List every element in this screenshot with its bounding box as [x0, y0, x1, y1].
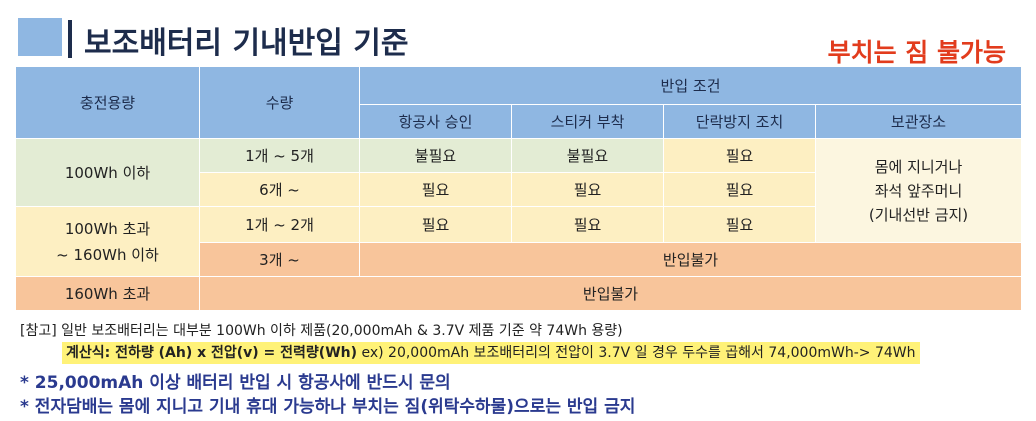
cell-approval: 불필요 — [359, 138, 512, 173]
page-subtitle: 부치는 짐 불가능 — [827, 38, 1006, 67]
cell-quantity: 3개 ~ — [199, 242, 360, 277]
header-conditions: 반입 조건 — [358, 66, 1023, 105]
cell-quantity: 6개 ~ — [199, 172, 360, 207]
cell-sticker: 필요 — [511, 206, 664, 243]
capacity-line-2: ~ 160Wh 이하 — [56, 245, 159, 264]
cell-sticker: 필요 — [511, 172, 664, 207]
header-quantity: 수량 — [199, 66, 360, 139]
capacity-line-1: 100Wh 초과 — [64, 219, 151, 238]
cell-approval: 필요 — [359, 172, 512, 207]
star-note-1: * 25,000mAh 이상 배터리 반입 시 항공사에 반드시 문의 — [20, 373, 451, 393]
header-storage: 보관장소 — [814, 104, 1023, 139]
cell-sticker: 불필요 — [511, 138, 664, 173]
formula-example: ex) 20,000mAh 보조배터리의 전압이 3.7V 일 경우 두수를 곱… — [361, 345, 916, 361]
header-airline-approval: 항공사 승인 — [359, 104, 512, 139]
page-title: 보조배터리 기내반입 기준 — [84, 26, 409, 61]
cell-short-circuit: 필요 — [663, 138, 816, 173]
cell-quantity: 1개 ~ 5개 — [199, 138, 360, 173]
formula-note: 계산식: 전하량 (Ah) x 전압(v) = 전력량(Wh) ex) 20,0… — [62, 342, 920, 364]
cell-capacity-over-160wh: 160Wh 초과 — [15, 276, 200, 311]
header-short-circuit: 단락방지 조치 — [663, 104, 816, 139]
header-sticker: 스티커 부착 — [511, 104, 664, 139]
cell-capacity-100-160wh: 100Wh 초과 ~ 160Wh 이하 — [15, 206, 200, 277]
star-note-2: * 전자담배는 몸에 지니고 기내 휴대 가능하나 부치는 짐(위탁수하물)으로… — [20, 397, 636, 417]
cell-not-allowed: 반입불가 — [198, 276, 1023, 311]
battery-rules-table: 충전용량 수량 반입 조건 항공사 승인 스티커 부착 단락방지 조치 보관장소… — [15, 66, 1023, 311]
cell-not-allowed: 반입불가 — [358, 242, 1023, 277]
cell-short-circuit: 필요 — [663, 172, 816, 207]
formula-label: 계산식: 전하량 (Ah) x 전압(v) = 전력량(Wh) — [66, 345, 358, 361]
title-divider-bar — [68, 20, 72, 58]
cell-capacity-100wh: 100Wh 이하 — [15, 138, 200, 207]
storage-line-1: 몸에 지니거나 — [874, 157, 963, 176]
cell-approval: 필요 — [359, 206, 512, 243]
storage-line-3: (기내선반 금지) — [868, 205, 969, 224]
cell-short-circuit: 필요 — [663, 206, 816, 243]
cell-quantity: 1개 ~ 2개 — [199, 206, 360, 243]
header-capacity: 충전용량 — [15, 66, 200, 139]
title-decoration-box — [18, 18, 62, 56]
cell-storage: 몸에 지니거나 좌석 앞주머니 (기내선반 금지) — [814, 138, 1023, 243]
reference-note: [참고] 일반 보조배터리는 대부분 100Wh 이하 제품(20,000mAh… — [20, 323, 623, 339]
storage-line-2: 좌석 앞주머니 — [874, 181, 963, 200]
